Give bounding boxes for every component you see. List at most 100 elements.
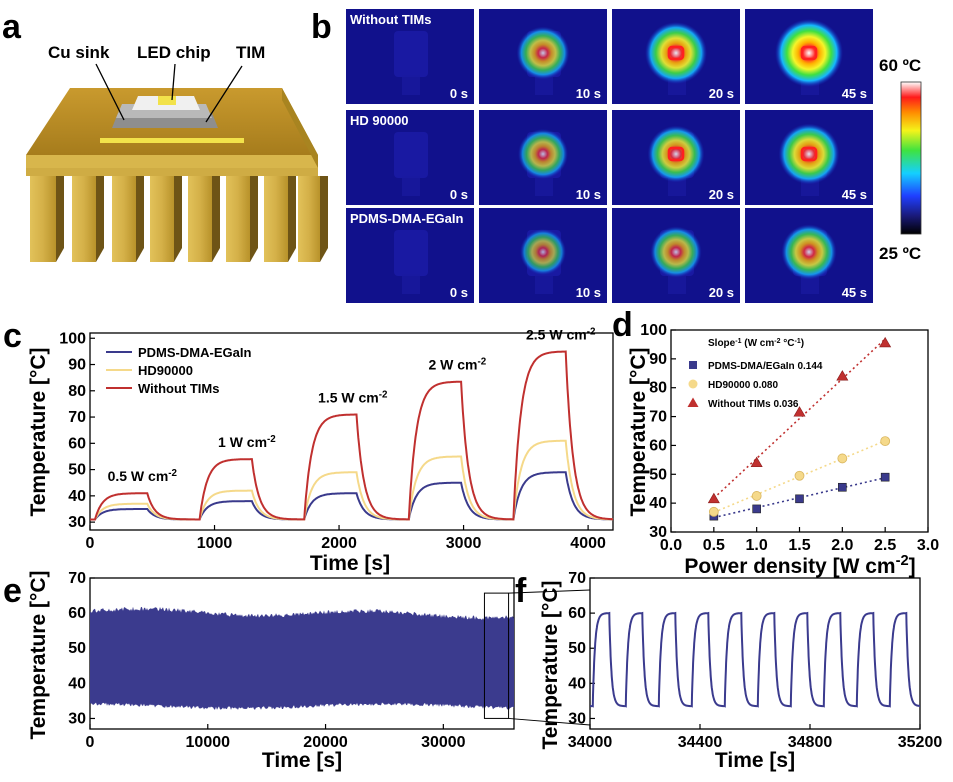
fin-gap-shadow	[212, 176, 220, 262]
fin-front	[112, 176, 136, 262]
thermal-cell: 0 sPDMS-DMA-EGaIn	[346, 208, 474, 303]
thermal-time-label: 20 s	[709, 285, 734, 300]
y-tick-label: 60	[68, 435, 86, 452]
y-tick-label: 60	[68, 605, 86, 622]
panel-label-a: a	[2, 8, 22, 46]
fin-front	[30, 176, 56, 262]
fin-front	[264, 176, 288, 262]
thermal-cell: 0 s HD 90000	[346, 110, 474, 205]
x-axis-label-part: -2	[896, 553, 909, 569]
thermal-time-label: 20 s	[709, 86, 734, 101]
y-tick-label: 90	[68, 357, 86, 374]
hot-spot	[781, 224, 836, 279]
y-tick-label: 40	[68, 675, 86, 692]
y-tick-label: 60	[649, 437, 667, 454]
legend-title-part: )	[801, 338, 804, 349]
thermal-cell: 10 s	[479, 208, 607, 303]
thermal-time-label: 0 s	[450, 86, 468, 101]
hot-spot	[517, 27, 570, 80]
x-tick-label: 35200	[898, 734, 943, 751]
x-tick-label: 4000	[570, 535, 606, 552]
hot-spot	[520, 229, 566, 275]
y-tick-label: 40	[649, 495, 667, 512]
data-point	[838, 454, 847, 463]
data-point	[796, 495, 804, 503]
led-chip	[158, 96, 176, 105]
series-line-pdms-dma-egain	[90, 472, 613, 519]
panel-label-f: f	[515, 572, 527, 610]
y-axis-label: Temperature [°C]	[27, 570, 50, 739]
x-axis-label: Power density [W cm-2]	[684, 553, 915, 578]
x-axis-label: Time [s]	[715, 749, 795, 772]
chart-d-temperature-vs-power: 0.0 0.5 1.0 1.5 2.0 2.5 3.030405060708090100Sl…	[627, 322, 939, 578]
fin-gap-shadow	[250, 176, 258, 262]
y-tick-label: 60	[568, 605, 586, 622]
thermal-cell: 10 s	[479, 9, 607, 104]
hot-spot	[779, 124, 840, 185]
x-tick-label: 2000	[321, 535, 357, 552]
y-tick-label: 80	[649, 380, 667, 397]
y-tick-label: 40	[68, 488, 86, 505]
hot-spot	[645, 22, 707, 84]
x-tick-label: 1000	[197, 535, 233, 552]
panel-label-d: d	[612, 306, 633, 344]
y-axis-label: Temperature [°C]	[627, 347, 650, 516]
y-tick-label: 100	[640, 322, 667, 339]
legend-entry: PDMS-DMA-EGaIn	[138, 345, 251, 360]
legend-title-part: Slope	[708, 338, 736, 349]
power-step-annotation: 1.5 W cm-2	[318, 389, 388, 406]
power-step-annotation: 2.5 W cm-2	[526, 326, 596, 343]
y-axis-label: Temperature [°C]	[539, 580, 562, 749]
fin-front	[150, 176, 174, 262]
power-step-annotation: 0.5 W cm-2	[108, 468, 178, 485]
fin-gap-shadow	[320, 176, 328, 262]
y-tick-label: 50	[568, 640, 586, 657]
y-tick-label: 30	[68, 710, 86, 727]
y-tick-label: 70	[68, 409, 86, 426]
data-point	[752, 491, 761, 500]
legend-title: Slope-1 (W cm-2 °C-1)	[708, 338, 804, 350]
thermal-row-label: HD 90000	[350, 113, 409, 128]
power-step-annotation-part: -2	[267, 434, 276, 445]
thermal-row-label: Without TIMs	[350, 12, 431, 27]
tim-strip	[100, 138, 244, 143]
thermal-cell: 45 s	[745, 110, 873, 205]
y-tick-label: 50	[649, 466, 667, 483]
power-step-annotation: 1 W cm-2	[218, 434, 276, 451]
y-tick-label: 80	[68, 383, 86, 400]
legend-title-part: °C	[780, 338, 794, 349]
thermal-row-label: PDMS-DMA-EGaIn	[350, 211, 463, 226]
thermal-cell: 20 s	[612, 208, 740, 303]
heat-sink-schematic: Cu sink LED chip TIM	[26, 43, 328, 262]
y-tick-label: 30	[68, 514, 86, 531]
y-tick-label: 90	[649, 351, 667, 368]
data-point	[709, 507, 718, 516]
fin-front	[298, 176, 320, 262]
device-stem	[535, 176, 553, 196]
series-line-hd90000	[90, 441, 613, 520]
device-stem	[402, 274, 420, 294]
data-point	[753, 505, 761, 513]
thermal-cell: 10 s	[479, 110, 607, 205]
thermal-time-label: 45 s	[842, 86, 867, 101]
label-tim: TIM	[236, 43, 265, 62]
fin-gap-shadow	[136, 176, 144, 262]
x-axis-label-part: ]	[909, 555, 916, 578]
fin-gap-shadow	[56, 176, 64, 262]
hot-spot	[650, 226, 701, 277]
x-tick-label: 3000	[446, 535, 482, 552]
data-point	[881, 473, 889, 481]
legend-marker	[688, 398, 699, 408]
y-tick-label: 100	[59, 330, 86, 347]
legend-entry: PDMS-DMA/EGaIn 0.144	[708, 361, 823, 372]
thermal-cell: 45 s	[745, 208, 873, 303]
y-tick-label: 70	[68, 570, 86, 587]
hot-spot	[518, 129, 568, 179]
x-tick-label: 1.5	[788, 537, 810, 554]
panel-label-c: c	[3, 317, 22, 355]
label-cu-sink: Cu sink	[48, 43, 110, 62]
legend-marker	[689, 380, 698, 389]
thermal-time-label: 0 s	[450, 187, 468, 202]
legend-entry: HD90000 0.080	[708, 380, 778, 391]
x-tick-label: 0.5	[703, 537, 725, 554]
